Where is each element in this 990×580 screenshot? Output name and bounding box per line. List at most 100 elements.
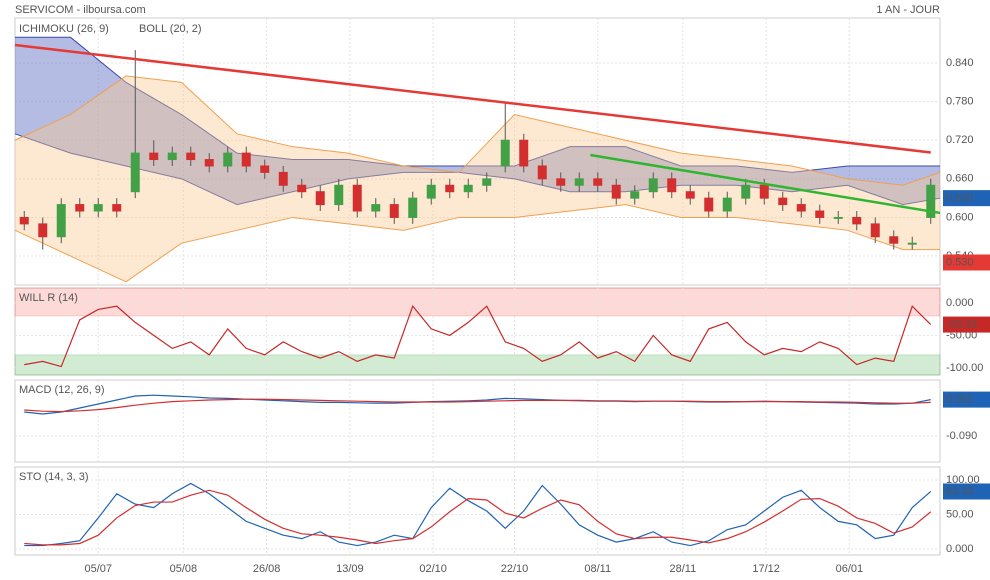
- y-tick-label: 50.00: [946, 508, 974, 520]
- x-tick-label: 28/11: [669, 563, 696, 575]
- x-tick-label: 02/10: [419, 563, 447, 575]
- candle-body: [408, 197, 418, 218]
- candle-body: [648, 178, 658, 193]
- value-marker-label: 83.33: [946, 485, 974, 497]
- candle-body: [149, 152, 159, 161]
- y-tick-label: 0.720: [946, 134, 974, 146]
- candle-body: [815, 210, 825, 218]
- y-tick-label: 0.840: [946, 57, 974, 69]
- candle-body: [75, 204, 85, 212]
- y-tick-label: 0.780: [946, 96, 974, 108]
- candle-body: [907, 242, 917, 245]
- candle-body: [19, 216, 29, 225]
- y-tick-label: 0.600: [946, 211, 974, 223]
- candle-body: [186, 152, 196, 161]
- candle-body: [926, 184, 936, 218]
- panel: [14, 379, 941, 463]
- band-fill: [15, 75, 940, 282]
- value-marker: [943, 483, 990, 500]
- candle-body: [796, 204, 806, 212]
- candle-body: [241, 152, 251, 167]
- candle-body: [537, 165, 547, 180]
- candle-body: [722, 197, 732, 212]
- candle-body: [778, 197, 788, 206]
- candle-body: [741, 184, 751, 199]
- candle-body: [352, 184, 362, 212]
- candle-body: [334, 184, 344, 206]
- candle-body: [463, 184, 473, 193]
- candle-body: [482, 178, 492, 186]
- candle-body: [519, 139, 529, 167]
- trend-line: [14, 43, 931, 154]
- candle-body: [93, 204, 103, 212]
- candle-body: [56, 204, 66, 238]
- value-marker: [943, 391, 990, 408]
- panel: [14, 287, 941, 376]
- candle-body: [630, 191, 640, 199]
- band-upper: [14, 75, 941, 186]
- zone: [14, 354, 941, 376]
- candle-body: [574, 178, 584, 186]
- x-tick-label: 17/12: [752, 563, 780, 575]
- value-marker: [943, 254, 990, 271]
- value-marker-label: 0.630: [946, 192, 974, 204]
- y-tick-label: -100.00: [946, 362, 983, 374]
- candle-body: [500, 139, 510, 167]
- candle-body: [889, 236, 899, 244]
- candle-body: [389, 204, 399, 218]
- y-tick-label: 0.000: [946, 297, 974, 309]
- candle-body: [759, 184, 769, 199]
- value-marker: [943, 316, 990, 333]
- candle-body: [667, 178, 677, 193]
- x-tick-label: 26/08: [253, 563, 281, 575]
- y-tick-label: 0.000: [946, 543, 974, 555]
- candle-body: [315, 191, 325, 206]
- series-line: [24, 304, 932, 368]
- x-tick-label: 05/07: [84, 563, 112, 575]
- y-tick-label: -0.090: [946, 430, 977, 442]
- candle-body: [445, 184, 455, 193]
- candle-body: [685, 191, 695, 199]
- x-tick-label: 08/11: [584, 563, 611, 575]
- y-tick-label: 0.660: [946, 173, 974, 185]
- zone: [14, 287, 941, 317]
- candle-body: [593, 178, 603, 186]
- period: 1 AN - JOUR: [876, 4, 940, 16]
- candle-body: [297, 184, 307, 193]
- candle-body: [112, 204, 122, 212]
- legend-label: ICHIMOKU (26, 9): [19, 23, 109, 35]
- x-tick-label: 22/10: [501, 563, 529, 575]
- panel-title: WILL R (14): [19, 292, 78, 304]
- candle-body: [204, 159, 214, 167]
- series-line: [24, 398, 931, 413]
- candle-body: [167, 152, 177, 161]
- candle-body: [611, 184, 621, 199]
- candle-body: [371, 204, 381, 212]
- x-tick-label: 13/09: [336, 563, 364, 575]
- x-tick-label: 06/01: [836, 563, 864, 575]
- value-marker-label: 0.530: [946, 256, 974, 268]
- candle-body: [38, 223, 48, 238]
- candle-body: [223, 152, 233, 167]
- candle-body: [852, 216, 862, 225]
- panel-title: MACD (12, 26, 9): [19, 384, 105, 396]
- candle-body: [130, 152, 140, 193]
- candle-body: [260, 165, 270, 173]
- candle-body: [870, 223, 880, 238]
- series-line: [24, 489, 932, 546]
- x-tick-label: 05/08: [170, 563, 198, 575]
- legend-label: BOLL (20, 2): [139, 23, 202, 35]
- value-marker-label: 0.001: [946, 394, 974, 406]
- series-line: [24, 482, 932, 547]
- panel: [14, 466, 941, 556]
- candle-body: [556, 178, 566, 186]
- candle-body: [426, 184, 436, 199]
- y-tick-label: 100.00: [946, 474, 980, 486]
- candle-body: [704, 197, 714, 212]
- value-marker: [943, 190, 990, 207]
- candle-body: [278, 171, 288, 186]
- trend-line: [590, 153, 941, 215]
- band-upper: [15, 36, 940, 173]
- band-lower: [14, 204, 940, 283]
